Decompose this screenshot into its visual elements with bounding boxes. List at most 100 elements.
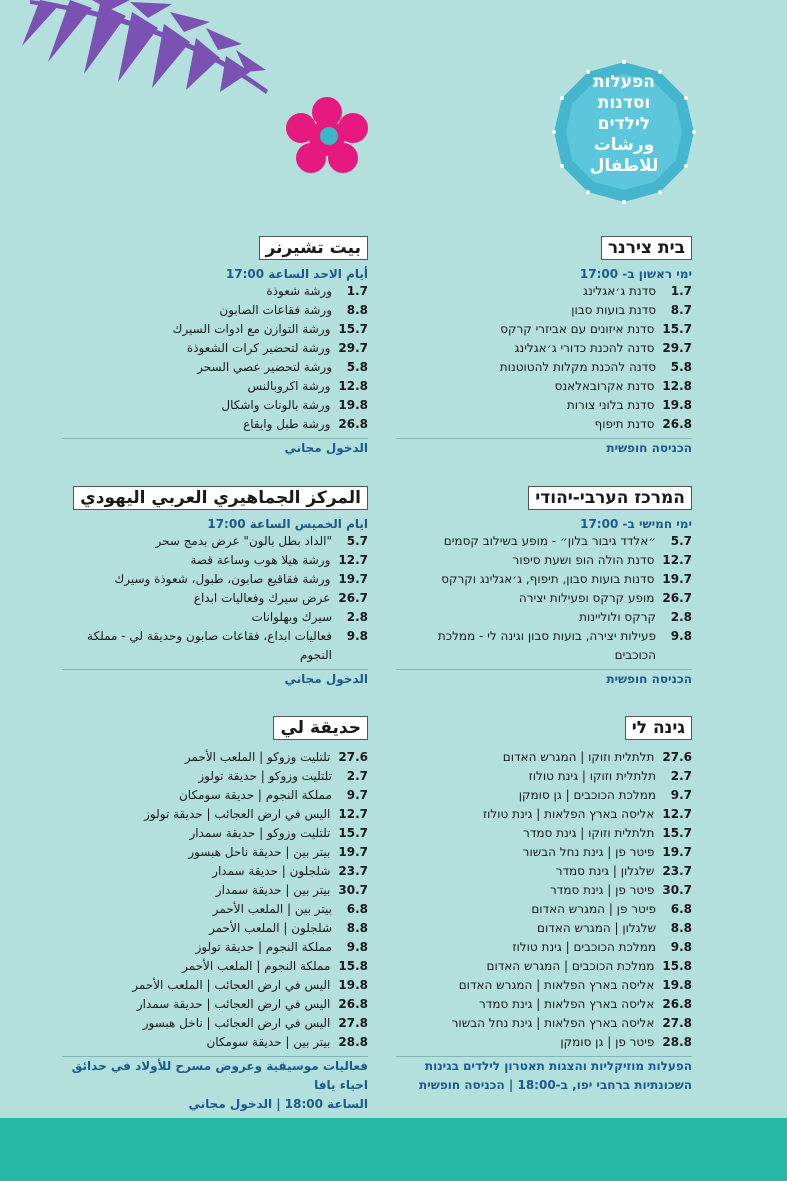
event-row: 27.6 تلتليت وزوكو | الملعب الأحمر — [62, 748, 368, 767]
event-list: 1.7 ورشة شعوذة 8.8 ورشة فقاعات الصابون 15.7 و… — [62, 282, 368, 434]
badge-line: לילדים — [597, 114, 651, 134]
event-row: 8.7 סדנת בועות סבון — [396, 301, 692, 320]
entry-note: الساعة 18:00 | الدخول مجاني — [188, 1097, 368, 1111]
event-date: 26.8 — [338, 997, 368, 1011]
entry-note: הכניסה חופשית — [606, 441, 692, 455]
section-beit-tishreen: بيت تشيرنر أيام الاحد الساعة 17:00 1.7 ور… — [62, 236, 368, 458]
event-date: 23.7 — [338, 864, 368, 878]
divider — [62, 669, 368, 670]
event-date: 15.7 — [662, 322, 692, 336]
event-row: 27.8 اليس في ارض العجائب | ناخل هبسور — [62, 1014, 368, 1033]
section-title: بيت تشيرنر — [258, 236, 368, 260]
event-date: 26.7 — [338, 591, 368, 605]
event-text: اليس في ارض العجائب | ناخل هبسور — [142, 1016, 331, 1030]
event-text: فعاليات ابداع، فقاعات صابون وحديقة لي - … — [87, 629, 332, 662]
entry-note: الدخول مجاني — [284, 441, 368, 455]
event-row: 9.8 ממלכת הכוכבים | גינת טולוז — [396, 938, 692, 957]
event-date: 2.7 — [670, 769, 692, 783]
event-date: 5.8 — [670, 360, 692, 374]
event-list: 27.6 تلتليت وزوكو | الملعب الأحمر 2.7 تلتلي… — [62, 748, 368, 1052]
event-text: ورشة لتحضير عصي السحر — [197, 360, 332, 374]
badge-line: הפעלות — [593, 72, 655, 92]
event-text: סדנת ג׳אגלינג — [583, 284, 656, 298]
event-row: 15.7 סדנת איזונים עם אביזרי קרקס — [396, 320, 692, 339]
event-text: תלתלית וזוקו | גינת סמדר — [523, 826, 655, 840]
event-row: 19.7 ورشة فقاقيع صابون، طبول، شعوذة وسيرك — [62, 570, 368, 589]
event-date: 12.7 — [662, 807, 692, 821]
event-row: 19.7 بيتر بين | حديقة ناحل هبسور — [62, 843, 368, 862]
event-text: פיטר פן | גינת סמדר — [550, 883, 655, 897]
event-date: 28.8 — [338, 1035, 368, 1049]
event-text: פיטר פן | גינת נחל הבשור — [522, 845, 655, 859]
event-row: 9.7 مملكة النجوم | حديقة سومكان — [62, 786, 368, 805]
section-title: حديقة لي — [273, 716, 368, 740]
event-date: 15.7 — [338, 322, 368, 336]
event-row: 19.8 אליסה בארץ הפלאות | המגרש האדום — [396, 976, 692, 995]
event-text: ממלכת הכוכבים | גן סומקן — [518, 788, 656, 802]
event-row: 8.8 ورشة فقاعات الصابون — [62, 301, 368, 320]
badge-title: הפעלות וסדנות לילדים ورشات للاطفال — [556, 72, 692, 177]
event-date: 9.8 — [346, 629, 368, 643]
divider — [62, 438, 368, 439]
event-text: مملكة النجوم | حديقة تولوز — [195, 940, 332, 954]
event-text: مملكة النجوم | الملعب الأحمر — [182, 959, 331, 973]
event-text: بيتر بين | الملعب الأحمر — [212, 902, 332, 916]
badge-line: للاطفال — [589, 156, 659, 176]
event-date: 26.7 — [662, 591, 692, 605]
event-date: 8.8 — [670, 921, 692, 935]
event-row: 15.7 تلتليت وزوكو | حديقة سمدار — [62, 824, 369, 843]
event-date: 8.7 — [670, 303, 692, 317]
event-row: 9.8 فعاليات ابداع، فقاعات صابون وحديقة لي… — [62, 627, 368, 665]
event-text: סדנת הולה הופ ושעת סיפור — [512, 553, 655, 567]
event-row: 2.8 سيرك وبهلوانات — [62, 608, 368, 627]
event-date: 19.8 — [662, 978, 692, 992]
divider — [396, 1056, 692, 1057]
schedule-time: ימי חמישי ב- 17:00 — [580, 517, 692, 531]
event-date: 27.8 — [662, 1016, 692, 1030]
event-date: 29.7 — [662, 341, 692, 355]
event-text: ورشة فقاقيع صابون، طبول، شعوذة وسيرك — [114, 572, 331, 586]
event-row: 19.7 פיטר פן | גינת נחל הבשור — [396, 843, 692, 862]
event-text: ورشة لتحضير كرات الشعوذة — [186, 341, 331, 355]
event-row: 19.8 ورشة بالونات واشكال — [62, 396, 368, 415]
event-row: 23.7 שלגלון | גינת סמדר — [396, 862, 692, 881]
event-date: 28.8 — [662, 1035, 692, 1049]
divider — [62, 1056, 368, 1057]
event-date: 5.7 — [670, 534, 692, 548]
event-text: عرض سيرك وفعاليات ابداع — [193, 591, 331, 605]
event-text: סדנת בועות סבון — [571, 303, 656, 317]
event-date: 12.7 — [662, 553, 692, 567]
event-date: 15.7 — [338, 826, 368, 840]
event-date: 5.8 — [346, 360, 368, 374]
event-row: 28.8 بيتر بين | حديقة سومكان — [62, 1033, 368, 1052]
event-date: 19.7 — [338, 845, 368, 859]
event-text: ورشة التوازن مع ادوات السيرك — [172, 322, 331, 336]
event-date: 1.7 — [670, 284, 692, 298]
event-row: 1.7 סדנת ג׳אגלינג — [396, 282, 692, 301]
section-merkaz-arabic: المركز الجماهيري العربي اليهودي ايام الخ… — [62, 486, 368, 689]
event-text: ورشة هيلا هوب وساعة قصة — [190, 553, 331, 567]
event-date: 5.7 — [346, 534, 368, 548]
event-date: 9.7 — [670, 788, 692, 802]
event-text: تلتليت وزوكو | حديقة تولوز — [198, 769, 332, 783]
event-date: 6.8 — [670, 902, 692, 916]
event-date: 27.6 — [662, 750, 692, 764]
event-date: 8.8 — [346, 921, 368, 935]
event-text: אליסה בארץ הפלאות | גינת נחל הבשור — [451, 1016, 655, 1030]
event-date: 12.7 — [338, 807, 368, 821]
event-row: 19.8 סדנת בלוני צורות — [396, 396, 692, 415]
event-date: 2.8 — [346, 610, 368, 624]
schedule-time: ימי ראשון ב- 17:00 — [579, 267, 692, 281]
schedule-time: أيام الاحد الساعة 17:00 — [225, 267, 368, 281]
event-text: ממלכת הכוכבים | המגרש האדום — [486, 959, 655, 973]
event-row: 6.8 פיטר פן | המגרש האדום — [396, 900, 692, 919]
section-title: בית צירנר — [600, 236, 692, 260]
event-row: 29.7 סדנה להכנת כדורי ג׳אגלינג — [396, 339, 692, 358]
event-row: 1.7 ورشة شعوذة — [62, 282, 368, 301]
event-text: ورشة بالونات واشكال — [221, 398, 331, 412]
event-text: بيتر بين | حديقة سمدار — [215, 883, 331, 897]
schedule-time: ايام الخميس الساعة 17:00 — [207, 517, 368, 531]
event-date: 12.8 — [662, 379, 692, 393]
event-row: 12.8 ورشة اكروبالنس — [62, 377, 368, 396]
event-text: אליסה בארץ הפלאות | גינת סמדר — [479, 997, 655, 1011]
